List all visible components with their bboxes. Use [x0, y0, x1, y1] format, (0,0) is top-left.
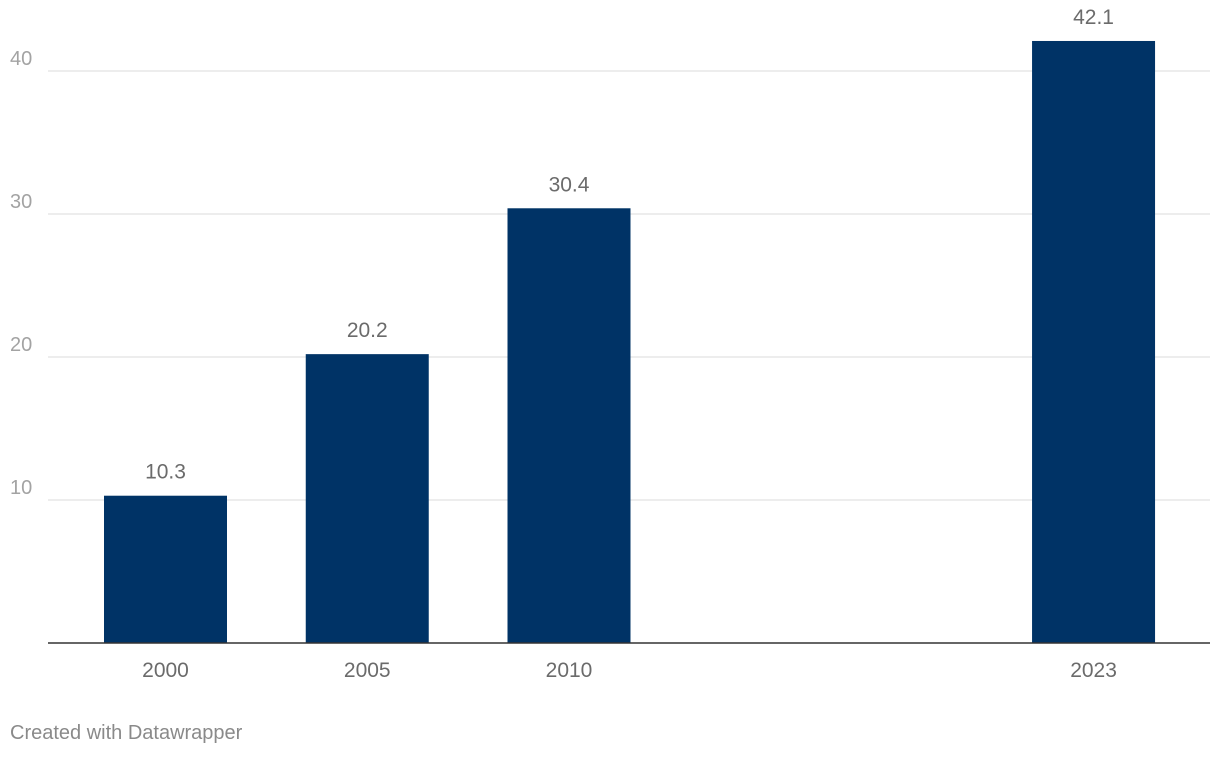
x-tick-label: 2000	[142, 659, 189, 682]
data-labels: 10.3 20.2 30.4 42.1	[145, 6, 1114, 484]
bar	[1032, 40, 1156, 644]
data-label: 10.3	[145, 461, 186, 484]
bar	[507, 208, 631, 643]
y-tick-label: 30	[10, 191, 32, 213]
y-axis-tick-labels: 10 20 30 40	[10, 48, 32, 499]
data-label: 20.2	[347, 319, 388, 342]
x-tick-label: 2005	[344, 659, 391, 682]
x-axis-tick-labels: 2000 2005 2010 2023	[142, 659, 1117, 682]
footer-credit: Created with Datawrapper	[10, 722, 243, 744]
data-label: 30.4	[549, 173, 590, 196]
bar	[305, 354, 429, 643]
y-tick-label: 40	[10, 48, 32, 70]
y-tick-label: 20	[10, 334, 32, 356]
y-tick-label: 10	[10, 477, 32, 499]
x-tick-label: 2010	[546, 659, 593, 682]
bars	[104, 40, 1156, 644]
data-label: 42.1	[1073, 6, 1114, 29]
bar	[104, 495, 227, 643]
x-tick-label: 2023	[1070, 659, 1117, 682]
